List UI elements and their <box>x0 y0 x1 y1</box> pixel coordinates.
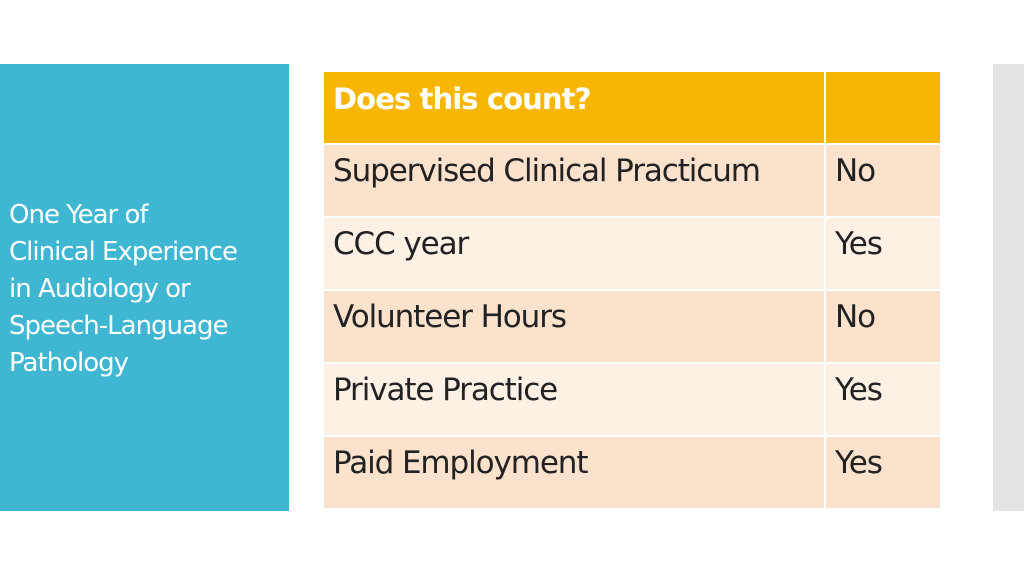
table-row: Paid Employment Yes <box>324 436 940 510</box>
slide-title-line: One Year of <box>9 200 149 230</box>
activity-cell: Private Practice <box>324 363 826 437</box>
slide-title-line: Speech-Language <box>9 311 228 341</box>
counts-cell: No <box>825 290 940 364</box>
right-decorative-strip <box>993 64 1024 511</box>
side-panel <box>0 64 289 511</box>
table-row: Private Practice Yes <box>324 363 940 437</box>
counts-cell: Yes <box>825 217 940 291</box>
count-table: Does this count? Supervised Clinical Pra… <box>324 72 940 510</box>
slide-title: One Year of Clinical Experience in Audio… <box>9 197 287 382</box>
table-header-row: Does this count? <box>324 72 940 145</box>
activity-cell: Paid Employment <box>324 436 826 510</box>
table-header-cell <box>825 72 940 145</box>
slide-title-line: Clinical Experience <box>9 237 238 267</box>
table-header-cell: Does this count? <box>324 72 826 145</box>
activity-cell: CCC year <box>324 217 826 291</box>
slide-title-line: Pathology <box>9 348 129 378</box>
table-row: Supervised Clinical Practicum No <box>324 144 940 218</box>
slide-title-line: in Audiology or <box>9 274 191 304</box>
counts-cell: Yes <box>825 363 940 437</box>
table-row: Volunteer Hours No <box>324 290 940 364</box>
table-row: CCC year Yes <box>324 217 940 291</box>
counts-cell: Yes <box>825 436 940 510</box>
activity-cell: Volunteer Hours <box>324 290 826 364</box>
activity-cell: Supervised Clinical Practicum <box>324 144 826 218</box>
counts-cell: No <box>825 144 940 218</box>
